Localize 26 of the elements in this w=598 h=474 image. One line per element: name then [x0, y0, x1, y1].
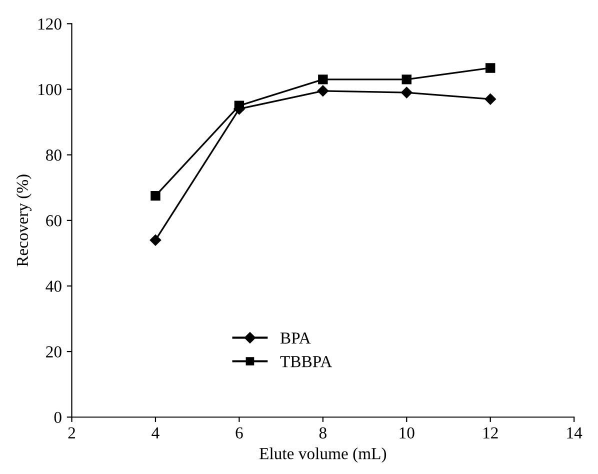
y-tick-label: 100	[38, 84, 62, 96]
y-tick-label: 80	[46, 150, 62, 161]
point	[484, 94, 496, 105]
y-axis-title: Recovery (%)	[16, 174, 32, 266]
x-tick-label: 10	[400, 427, 414, 439]
legend-label: TBBPA	[280, 356, 332, 368]
x-tick-label: 14	[567, 427, 582, 438]
point	[317, 85, 329, 97]
y-tick-label: 0	[54, 412, 62, 424]
x-tick-label: 2	[68, 427, 76, 438]
point	[150, 190, 160, 201]
x-tick-label: 8	[319, 427, 326, 439]
x-axis-title: Elute volume (mL)	[260, 448, 386, 463]
point	[150, 234, 162, 246]
y-tick-label: 60	[46, 215, 62, 226]
x-tick-label: 4	[152, 427, 160, 438]
x-tick-label: 12	[483, 427, 498, 438]
y-tick-label: 40	[46, 280, 62, 292]
point	[402, 74, 412, 84]
legend-label: BPA	[280, 332, 311, 344]
point	[318, 74, 328, 84]
point	[401, 86, 412, 98]
point	[486, 63, 496, 73]
y-tick-label: 20	[46, 346, 62, 358]
x-tick-label: 6	[236, 427, 243, 439]
y-tick-label: 120	[38, 18, 62, 30]
